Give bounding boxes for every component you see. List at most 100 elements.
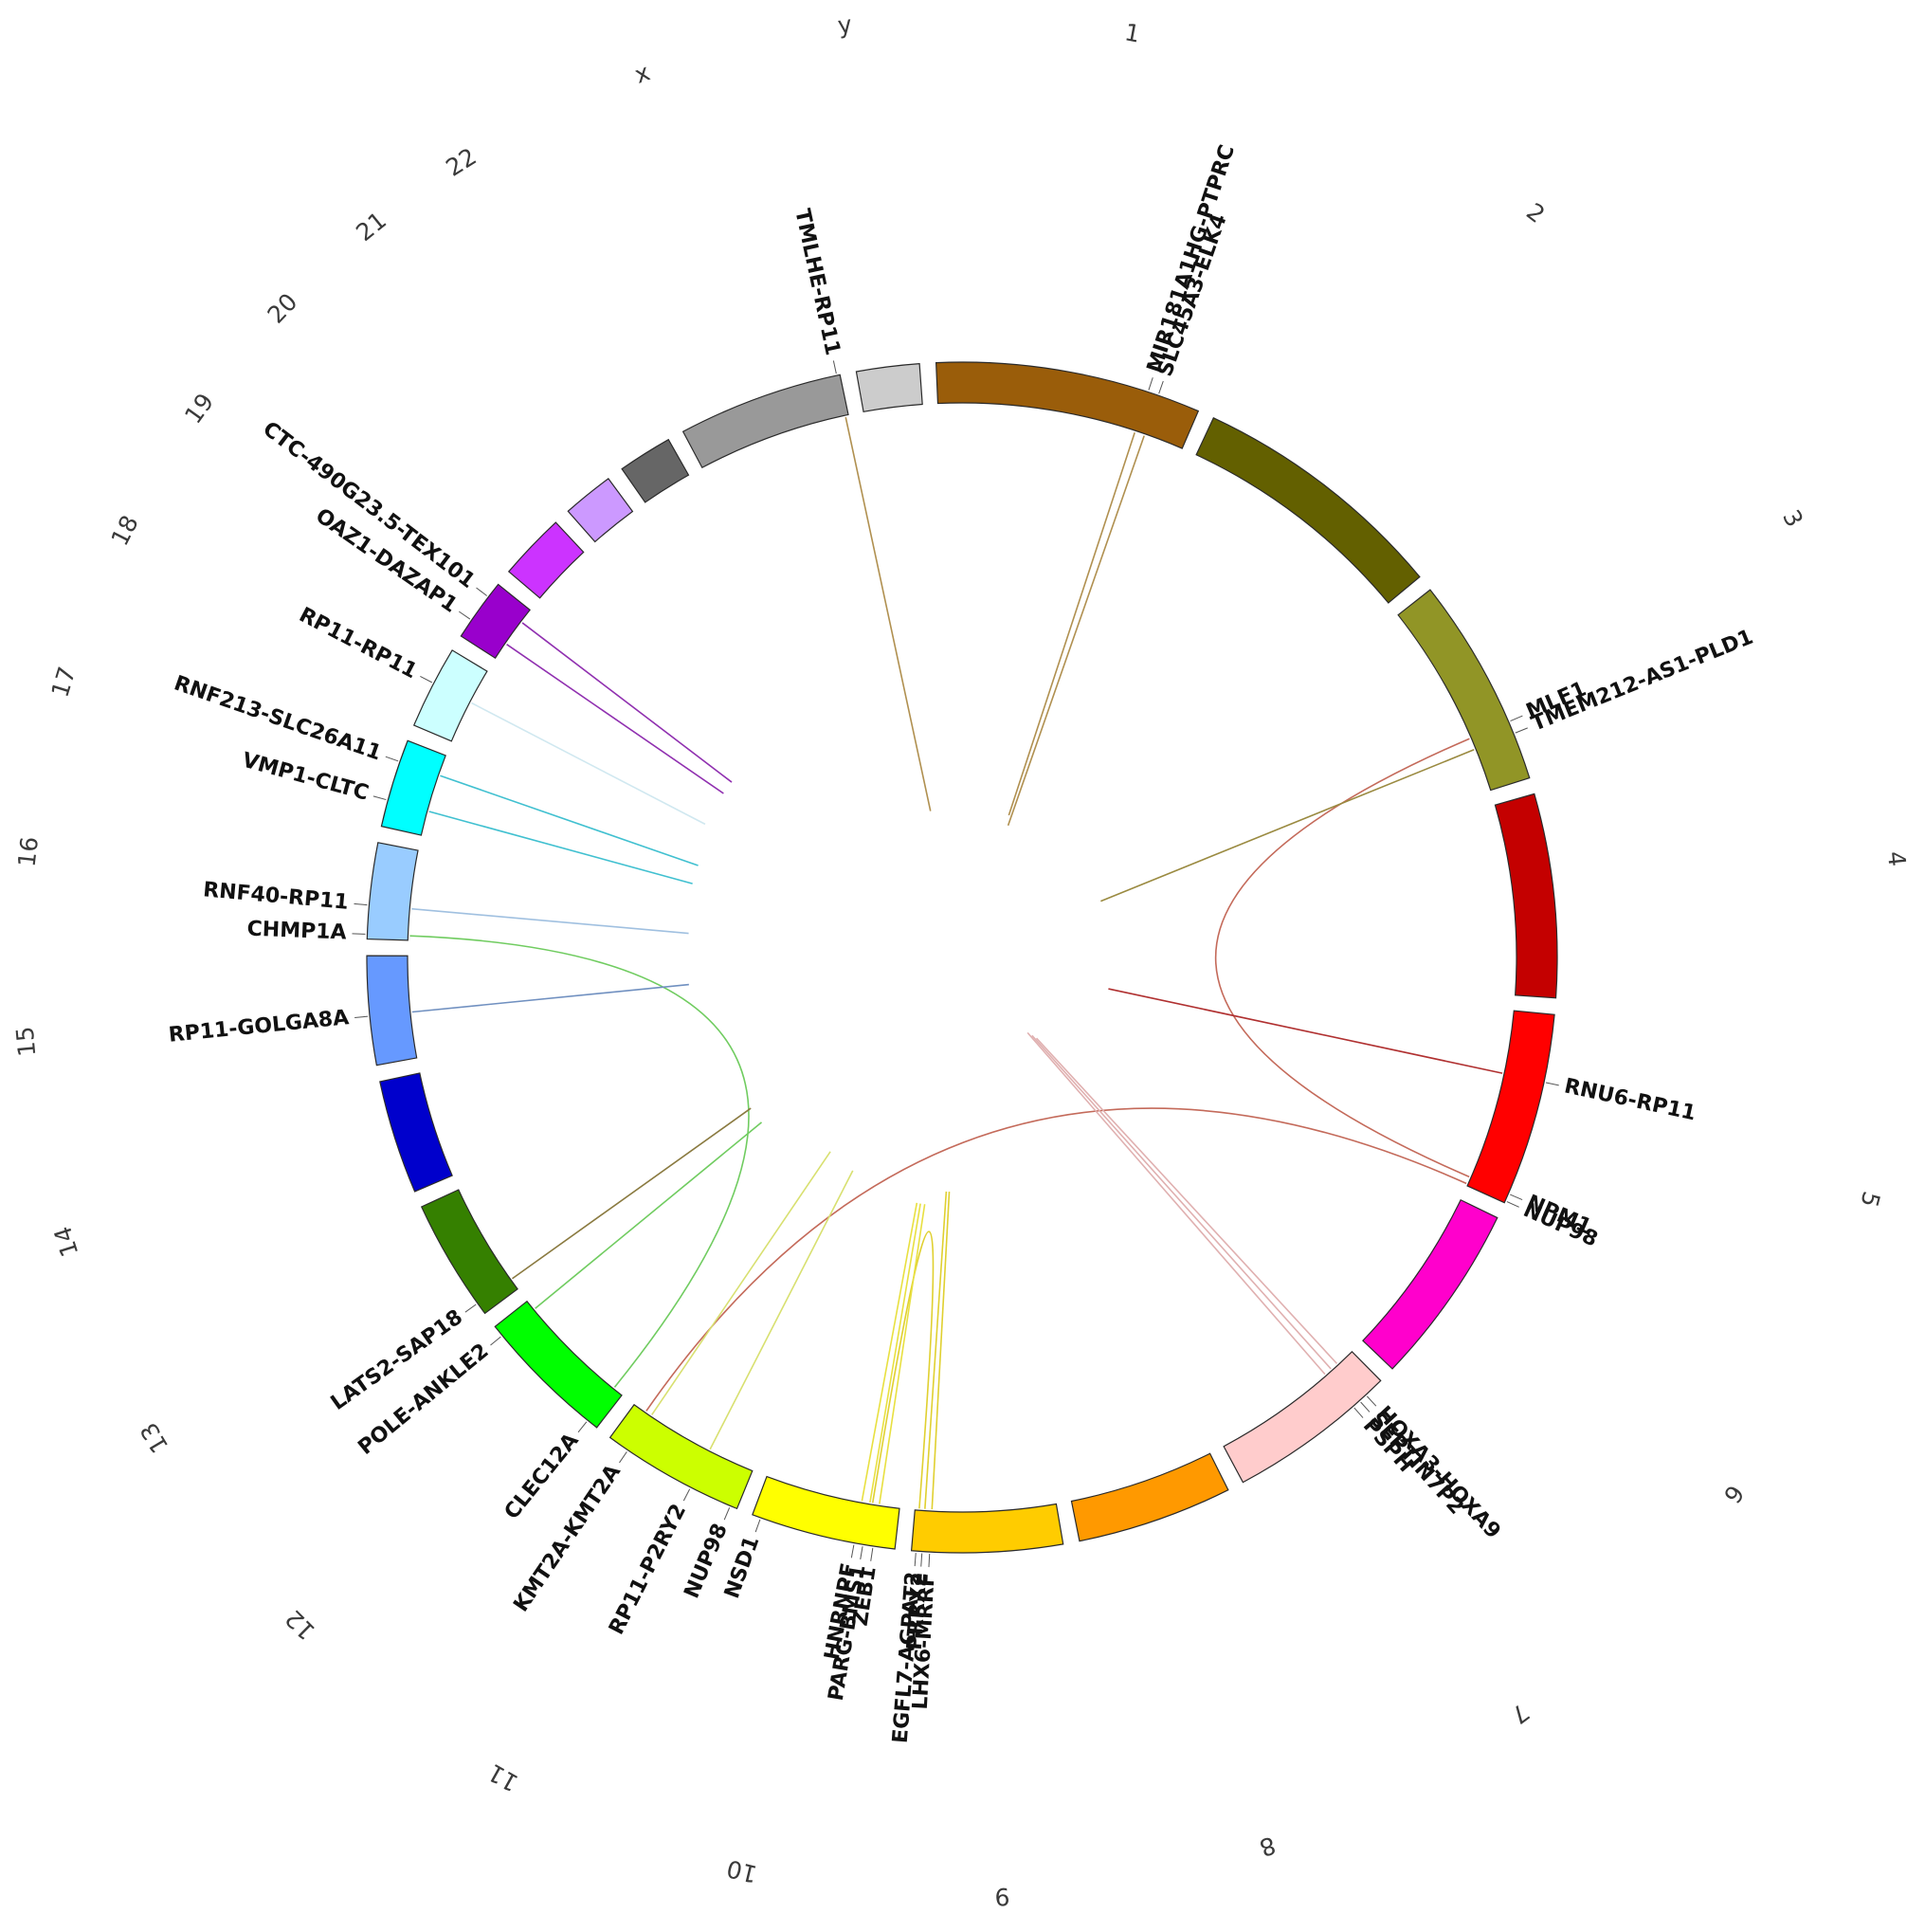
label-tick (1510, 1194, 1523, 1201)
fusion-link (879, 1204, 926, 1504)
chromosome-segment-7 (1223, 1350, 1382, 1484)
label-tick (354, 902, 368, 906)
fusion-link (931, 1192, 951, 1510)
chromosome-number-19: 19 (179, 389, 219, 429)
chromosome-segment-11 (608, 1403, 754, 1510)
fusion-label: CLEC12A (500, 1429, 584, 1523)
label-tick (619, 1451, 627, 1464)
chromosome-number-11: 11 (483, 1759, 523, 1797)
chromosome-number-x: x (631, 59, 654, 89)
fusion-link (1026, 1031, 1326, 1376)
chromosome-segment-3 (1397, 589, 1531, 792)
label-tick (1360, 1401, 1371, 1413)
fusion-label: CTC-490G23.5-TEX101 (258, 417, 479, 593)
fusion-link (924, 1191, 948, 1509)
fusion-link (871, 1230, 935, 1509)
label-tick (476, 587, 487, 596)
fusion-link (535, 1121, 763, 1309)
fusion-label: PRRX2 (903, 1572, 932, 1651)
chromosome-segment-x (681, 374, 849, 469)
fusion-link (506, 644, 724, 794)
fusion-link (645, 1107, 1467, 1412)
chromosome-number-10: 10 (724, 1854, 760, 1888)
label-ticks (352, 360, 1559, 1568)
label-tick (352, 933, 366, 935)
chromosome-number-16: 16 (13, 835, 44, 868)
chromosome-segment-20 (507, 521, 585, 599)
fusion-label: VMP1-CLTC (240, 749, 372, 806)
chromosome-number-18: 18 (106, 511, 144, 551)
fusion-label: TMLHE-RP11 (790, 207, 844, 357)
label-tick (1158, 380, 1164, 394)
chromosome-number-15: 15 (11, 1026, 42, 1058)
label-tick (914, 1553, 917, 1567)
fusion-label: CHMP1A (246, 918, 347, 945)
chromosome-segment-19 (460, 583, 531, 660)
fusion-label: RP11-P2RY2 (605, 1501, 691, 1639)
label-tick (464, 1303, 477, 1313)
chromosome-segment-13 (420, 1189, 518, 1315)
fusion-link (1031, 1034, 1332, 1370)
label-tick (577, 1421, 588, 1433)
chromosome-segment-10 (752, 1475, 900, 1550)
fusion-link (1035, 1037, 1338, 1364)
chromosome-segment-4 (1494, 793, 1558, 999)
fusion-link (471, 702, 706, 826)
chromosome-number-3: 3 (1777, 505, 1808, 532)
fusion-link (411, 907, 689, 935)
label-tick (832, 360, 837, 374)
label-tick (1545, 1082, 1559, 1086)
chromosome-segment-22 (621, 438, 690, 503)
chromosome-segment-16 (366, 842, 419, 941)
label-tick (1366, 1395, 1377, 1407)
label-tick (860, 1546, 863, 1560)
fusion-label: RP11-RP11 (295, 603, 421, 683)
fusion-link (1108, 988, 1503, 1074)
chromosome-number-2: 2 (1521, 197, 1550, 228)
chromosome-segment-y (855, 362, 923, 413)
label-tick (928, 1554, 931, 1568)
chromosome-number-13: 13 (135, 1418, 173, 1458)
chromosome-segment-14 (379, 1072, 453, 1193)
chromosome-number-7: 7 (1506, 1698, 1535, 1729)
chromosome-number-21: 21 (351, 207, 391, 247)
chromosome-number-20: 20 (262, 288, 302, 329)
chromosome-number-6: 6 (1718, 1480, 1750, 1508)
label-tick (1506, 1201, 1519, 1208)
chromosome-number-y: y (836, 10, 854, 40)
fusion-label: RNU6-RP11 (1562, 1074, 1698, 1125)
fusion-link (409, 935, 750, 1388)
fusion-link (512, 1107, 752, 1280)
chromosome-segment-15 (366, 955, 418, 1066)
chromosome-segment-12 (494, 1300, 623, 1429)
fusion-link (1007, 435, 1145, 827)
fusion-link (861, 1202, 918, 1502)
label-tick (490, 1336, 501, 1346)
label-tick (1515, 727, 1528, 734)
label-tick (1353, 1407, 1364, 1418)
chromosome-number-9: 9 (994, 1883, 1010, 1911)
chromosome-segment-9 (910, 1503, 1064, 1554)
chromosome-segment-6 (1362, 1198, 1498, 1370)
chromosome-number-14: 14 (48, 1223, 83, 1260)
chromosome-segment-18 (412, 649, 488, 742)
fusion-link (651, 1151, 831, 1415)
fusion-label: LATS2-SAP18 (327, 1305, 467, 1415)
chromosome-number-4: 4 (1882, 849, 1912, 867)
chromosome-segment-1 (935, 361, 1200, 449)
fusion-label: RNF213-SLC26A11 (171, 671, 384, 765)
fusion-link (1008, 431, 1135, 816)
chromosome-number-8: 8 (1256, 1831, 1279, 1862)
fusion-label: POLE-ANKLE2 (354, 1340, 493, 1460)
fusion-link (521, 622, 733, 783)
chromosome-segment-5 (1466, 1010, 1555, 1204)
chromosome-segment-8 (1070, 1452, 1229, 1542)
chromosome-segment-17 (380, 739, 446, 836)
fusion-label: NSD1 (720, 1533, 764, 1601)
label-tick (920, 1553, 923, 1567)
label-tick (682, 1488, 691, 1502)
fusion-link (869, 1203, 921, 1503)
